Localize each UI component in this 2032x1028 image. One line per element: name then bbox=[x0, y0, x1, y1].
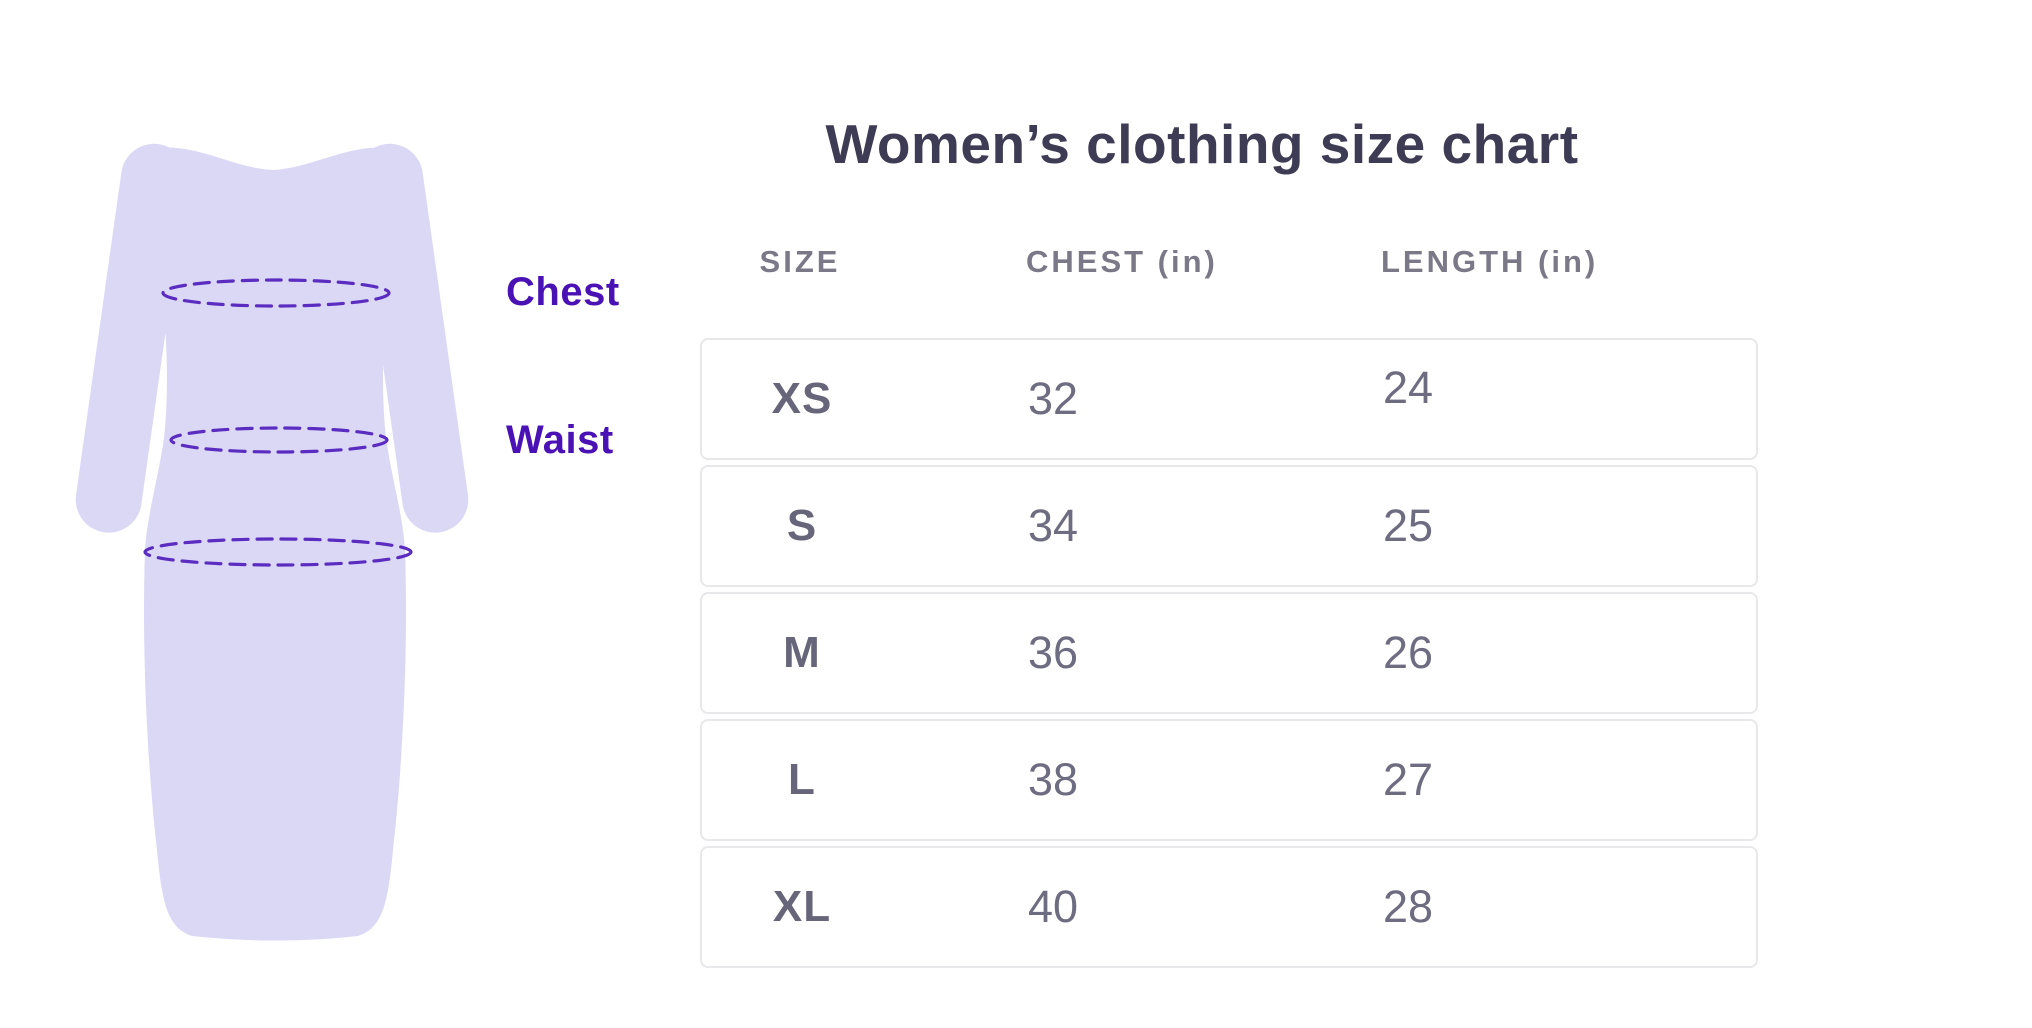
page-title: Women’s clothing size chart bbox=[825, 113, 1579, 175]
length-value: 24 bbox=[1383, 362, 1434, 413]
table-header-row: SIZE CHEST (in) LENGTH (in) bbox=[700, 244, 1758, 284]
column-header-chest: CHEST (in) bbox=[1026, 244, 1218, 279]
table-row-xs: XS 32 24 bbox=[700, 338, 1758, 460]
chest-value: 34 bbox=[1028, 500, 1079, 551]
measurement-lines bbox=[143, 278, 413, 567]
size-value: L bbox=[788, 755, 816, 804]
chest-label: Chest bbox=[506, 270, 620, 314]
dress-silhouette bbox=[75, 143, 469, 941]
column-header-length: LENGTH (in) bbox=[1381, 244, 1599, 279]
chest-measure-ellipse bbox=[161, 278, 391, 308]
table-row-l: L 38 27 bbox=[700, 719, 1758, 841]
chest-value: 40 bbox=[1028, 881, 1079, 932]
table-row-s: S 34 25 bbox=[700, 465, 1758, 587]
dress-illustration bbox=[60, 130, 490, 960]
size-value: M bbox=[783, 628, 821, 677]
length-value: 27 bbox=[1383, 754, 1434, 805]
column-header-size: SIZE bbox=[759, 244, 841, 279]
waist-label: Waist bbox=[506, 418, 614, 462]
chest-value: 38 bbox=[1028, 754, 1079, 805]
table-row-m: M 36 26 bbox=[700, 592, 1758, 714]
dress-body bbox=[133, 147, 416, 941]
table-body: XS 32 24 S 34 25 M 36 26 L 38 27 XL 40 bbox=[700, 338, 1758, 973]
size-value: S bbox=[786, 501, 818, 550]
dress-svg bbox=[75, 143, 469, 941]
size-table: SIZE CHEST (in) LENGTH (in) XS 32 24 S 3… bbox=[700, 244, 1758, 968]
size-value: XL bbox=[772, 882, 832, 931]
table-row-xl: XL 40 28 bbox=[700, 846, 1758, 968]
hip-measure-ellipse bbox=[143, 537, 413, 567]
chest-value: 36 bbox=[1028, 627, 1079, 678]
chest-value: 32 bbox=[1028, 373, 1079, 424]
size-value: XS bbox=[771, 374, 833, 423]
length-value: 26 bbox=[1383, 627, 1434, 678]
length-value: 25 bbox=[1383, 500, 1434, 551]
waist-measure-ellipse bbox=[169, 426, 389, 454]
length-value: 28 bbox=[1383, 881, 1434, 932]
